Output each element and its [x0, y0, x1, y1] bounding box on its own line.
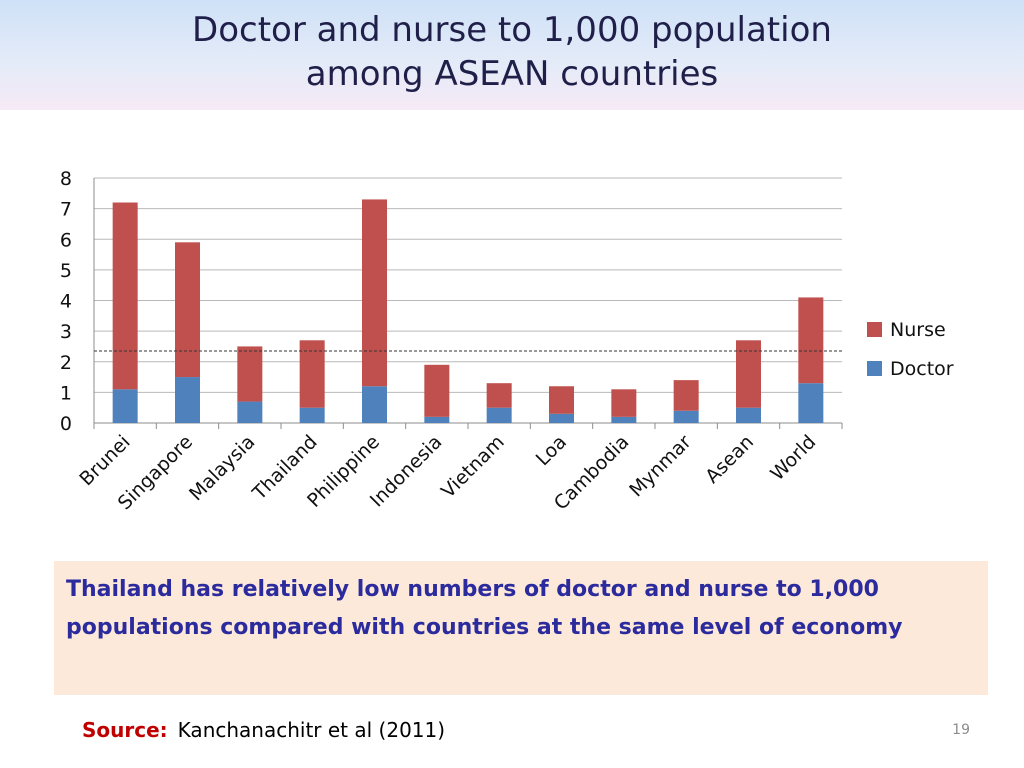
- bar-doctor-world: [798, 383, 824, 423]
- bar-nurse-brunei: [112, 202, 138, 390]
- legend-swatch-nurse: [867, 322, 882, 337]
- bar-doctor-indonesia: [424, 416, 450, 423]
- bar-nurse-singapore: [175, 242, 200, 378]
- y-tick-label: 8: [60, 168, 72, 190]
- x-category-label: Vietnam: [437, 431, 509, 503]
- bar-nurse-loa: [549, 386, 574, 414]
- source-line: Source: Kanchanachitr et al (2011): [82, 718, 445, 742]
- x-category-label: Mynmar: [625, 431, 696, 502]
- bar-nurse-cambodia: [611, 389, 637, 417]
- y-tick-label: 2: [60, 352, 72, 374]
- bar-nurse-thailand: [299, 340, 325, 408]
- bar-doctor-mynmar: [673, 410, 699, 423]
- y-tick-label: 6: [60, 229, 72, 251]
- bar-nurse-asean: [736, 340, 761, 408]
- legend-swatch-doctor: [867, 361, 882, 376]
- bar-nurse-malaysia: [237, 346, 263, 402]
- y-tick-label: 3: [60, 321, 72, 343]
- x-category-label: Malaysia: [185, 431, 259, 505]
- chart-canvas: 012345678BruneiSingaporeMalaysiaThailand…: [60, 168, 954, 514]
- bar-doctor-cambodia: [611, 416, 637, 423]
- callout-text: Thailand has relatively low numbers of d…: [66, 577, 903, 640]
- bar-doctor-asean: [736, 407, 761, 423]
- title-band: [0, 0, 1024, 110]
- title-line-2: among ASEAN countries: [305, 54, 719, 94]
- slide-title: Doctor and nurse to 1,000 population amo…: [0, 8, 1024, 96]
- bar-doctor-singapore: [175, 377, 200, 423]
- bar-doctor-vietnam: [486, 407, 512, 423]
- x-category-label: Loa: [532, 431, 571, 470]
- bar-doctor-brunei: [112, 389, 138, 423]
- callout-box: Thailand has relatively low numbers of d…: [54, 561, 988, 695]
- bar-nurse-vietnam: [486, 383, 512, 408]
- bar-nurse-world: [798, 297, 824, 384]
- source-text: Kanchanachitr et al (2011): [177, 718, 446, 742]
- bar-nurse-indonesia: [424, 364, 450, 417]
- source-label: Source:: [82, 718, 168, 742]
- bar-nurse-philippine: [362, 199, 387, 387]
- x-category-label: Brunei: [75, 431, 134, 490]
- title-line-1: Doctor and nurse to 1,000 population: [192, 10, 832, 50]
- bar-doctor-philippine: [362, 386, 387, 423]
- y-tick-label: 4: [60, 291, 72, 313]
- bar-nurse-mynmar: [673, 380, 699, 411]
- y-tick-label: 0: [60, 413, 72, 435]
- legend-label-doctor: Doctor: [890, 358, 954, 380]
- y-tick-label: 5: [60, 260, 72, 282]
- y-tick-label: 7: [60, 199, 72, 221]
- bar-doctor-loa: [549, 413, 574, 423]
- y-tick-label: 1: [60, 382, 72, 404]
- bar-doctor-malaysia: [237, 401, 263, 423]
- page-number: 19: [952, 722, 970, 738]
- x-category-label: World: [766, 431, 820, 485]
- bar-doctor-thailand: [299, 407, 325, 423]
- stacked-bar-chart: 0 1 2 3 4 5 6 7 8 Brunei Singapore Malaysia Thailand…: [40, 160, 980, 550]
- legend-label-nurse: Nurse: [890, 319, 946, 341]
- x-category-label: Asean: [701, 431, 758, 488]
